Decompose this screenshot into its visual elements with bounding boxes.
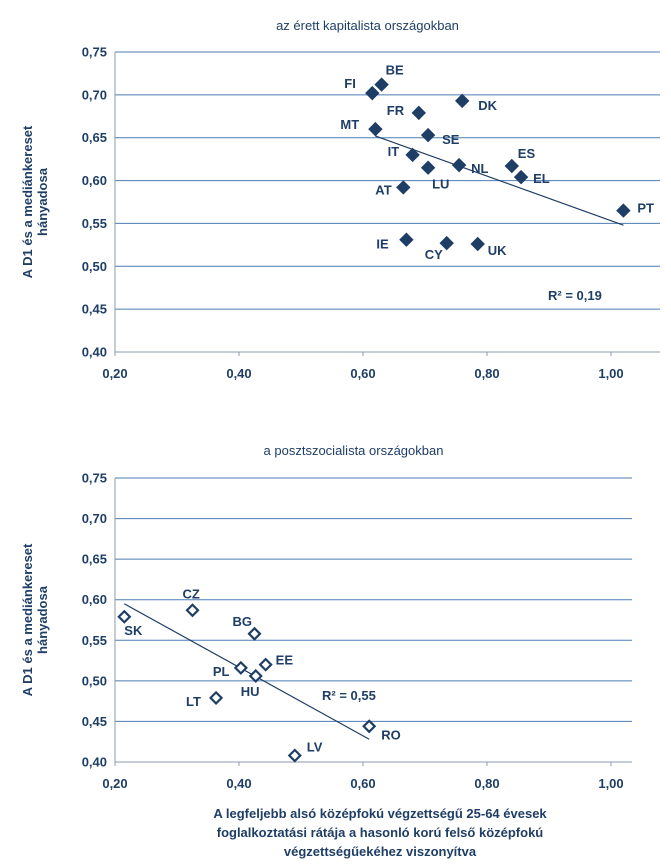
point-label-mt: MT	[340, 117, 359, 132]
y-tick-label: 0,65	[82, 130, 107, 145]
trendline	[124, 603, 370, 740]
point-label-se: SE	[442, 132, 460, 147]
y-axis-label-line: hányadosa	[35, 167, 50, 236]
x-axis-label-line: végzettségűekéhez viszonyítva	[284, 844, 477, 859]
data-point-nl	[451, 157, 467, 173]
y-axis-label-line: A D1 és a mediánkereset	[20, 543, 35, 696]
y-tick-label: 0,50	[82, 259, 107, 274]
point-label-ie: IE	[376, 237, 389, 252]
y-tick-label: 0,70	[82, 511, 107, 526]
x-tick-label: 1,00	[598, 366, 623, 381]
data-point-ro	[362, 719, 377, 734]
x-tick-label: 0,80	[474, 776, 499, 791]
y-axis-label: A D1 és a mediánkereset hányadosa	[20, 125, 50, 278]
point-label-nl: NL	[471, 161, 488, 176]
chart-title: a posztszocialista országokban	[264, 443, 444, 458]
x-tick-label: 0,40	[226, 366, 251, 381]
x-axis-label-line: A legfeljebb alsó középfokú végzettségű …	[213, 806, 547, 821]
x-tick-label: 0,20	[102, 776, 127, 791]
x-tick-label: 0,40	[226, 776, 251, 791]
chart-title: az érett kapitalista országokban	[276, 18, 459, 33]
y-tick-label: 0,50	[82, 673, 107, 688]
point-label-es: ES	[518, 146, 536, 161]
point-label-cy: CY	[425, 247, 443, 262]
data-point-dk	[454, 93, 470, 109]
y-axis-label: A D1 és a mediánkereset hányadosa	[20, 543, 50, 696]
x-tick-label: 0,80	[474, 366, 499, 381]
point-label-hu: HU	[241, 684, 260, 699]
x-tick-label: 0,60	[350, 776, 375, 791]
data-point-el	[513, 169, 529, 185]
point-label-uk: UK	[488, 243, 507, 258]
data-point-cz	[185, 603, 200, 618]
y-tick-label: 0,75	[82, 471, 107, 486]
data-point-mt	[368, 121, 383, 137]
point-label-sk: SK	[124, 623, 143, 638]
data-point-pt	[616, 203, 631, 218]
y-axis-label-line: hányadosa	[35, 585, 50, 654]
y-tick-label: 0,65	[82, 552, 107, 567]
y-tick-label: 0,45	[82, 714, 107, 729]
data-point-se	[420, 127, 436, 143]
data-point-sk	[117, 609, 132, 624]
data-point-hu	[248, 668, 263, 684]
data-point-es	[504, 158, 520, 174]
data-point-uk	[470, 236, 485, 252]
data-point-lv	[287, 748, 302, 763]
point-label-lv: LV	[307, 740, 323, 755]
chart-panel-1: az érett kapitalista országokban 0,40 0,45…	[20, 18, 660, 381]
point-label-ee: EE	[276, 653, 294, 668]
r-squared-label: R² = 0,55	[322, 688, 376, 703]
point-label-ro: RO	[381, 727, 401, 742]
data-point-at	[396, 180, 411, 195]
point-label-fr: FR	[387, 103, 405, 118]
point-label-it: IT	[388, 144, 400, 159]
point-label-lu: LU	[432, 177, 449, 192]
data-point-lt	[209, 690, 224, 705]
y-tick-label: 0,55	[82, 633, 107, 648]
x-tick-label: 0,60	[350, 366, 375, 381]
y-tick-label: 0,70	[82, 87, 107, 102]
data-point-lu	[420, 160, 436, 175]
point-label-bg: BG	[233, 614, 253, 629]
data-point-pl	[233, 660, 248, 675]
r-squared-label: R² = 0,19	[548, 288, 602, 303]
x-tick-label: 0,20	[102, 366, 127, 381]
point-label-pt: PT	[637, 201, 654, 216]
data-point-be	[374, 77, 389, 92]
point-label-lt: LT	[186, 694, 201, 709]
y-tick-label: 0,55	[82, 216, 107, 231]
data-point-ee	[258, 657, 273, 672]
data-point-cy	[439, 235, 454, 251]
y-tick-label: 0,60	[82, 592, 107, 607]
chart-panel-2: a posztszocialista országokban 0,40 0,45 0,…	[20, 443, 632, 859]
point-label-el: EL	[533, 171, 550, 186]
point-label-be: BE	[386, 63, 404, 78]
y-tick-label: 0,45	[82, 302, 107, 317]
y-tick-label: 0,60	[82, 173, 107, 188]
point-label-fi: FI	[344, 76, 356, 91]
point-label-dk: DK	[478, 98, 497, 113]
x-tick-label: 1,00	[598, 776, 623, 791]
y-tick-label: 0,40	[82, 345, 107, 360]
y-tick-label: 0,75	[82, 45, 107, 60]
data-point-fi	[365, 85, 380, 101]
point-label-pl: PL	[213, 664, 230, 679]
data-point-fr	[411, 105, 427, 121]
x-axis-label-line: foglalkoztatási rátája a hasonló korú fe…	[217, 825, 544, 840]
data-point-it	[405, 147, 420, 163]
point-label-at: AT	[375, 182, 391, 197]
y-axis-label-line: A D1 és a mediánkereset	[20, 125, 35, 278]
data-point-bg	[247, 626, 262, 641]
point-label-cz: CZ	[183, 586, 200, 601]
y-tick-label: 0,40	[82, 755, 107, 770]
trendline	[375, 135, 624, 226]
data-point-ie	[399, 232, 414, 247]
